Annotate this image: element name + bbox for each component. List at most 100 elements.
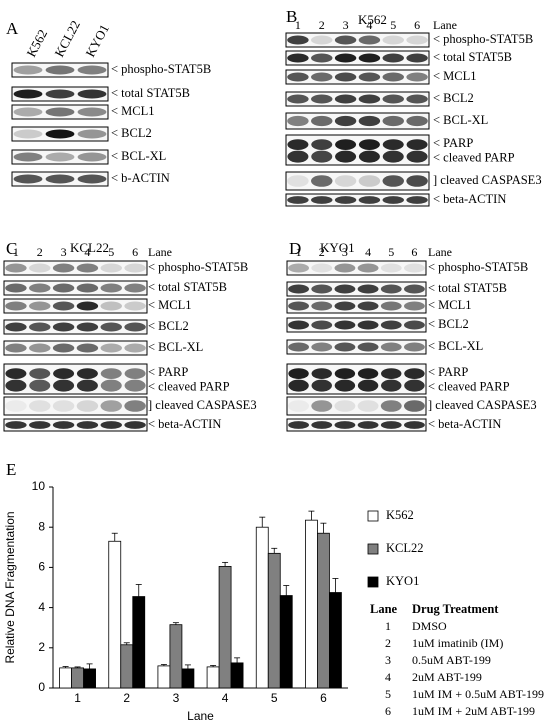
band xyxy=(403,400,425,412)
row-label: ] cleaved CASPASE3 xyxy=(148,398,257,412)
row-label: < BCL2 xyxy=(111,126,152,140)
lane-number: 3 xyxy=(61,245,67,259)
band xyxy=(53,379,75,392)
bar-kyo1 xyxy=(230,662,244,689)
y-tick-label: 8 xyxy=(38,519,45,533)
x-tick-label: 1 xyxy=(74,691,81,705)
band xyxy=(29,263,51,273)
bar-kcl22 xyxy=(218,565,232,689)
band xyxy=(13,174,43,184)
band xyxy=(334,263,356,273)
band xyxy=(5,379,27,392)
lane-header: Lane xyxy=(148,245,172,259)
band xyxy=(53,368,75,379)
blot-panel-a: A K562 KCL22 KYO1 < phospho-STAT5B < total ST… xyxy=(6,18,211,187)
lane-number: 5 xyxy=(388,245,394,259)
band xyxy=(288,400,310,412)
row-label: < beta-ACTIN xyxy=(428,417,501,431)
bar-kyo1 xyxy=(279,595,293,689)
legend-swatch xyxy=(367,510,379,522)
band xyxy=(358,53,381,63)
band xyxy=(380,284,402,294)
band xyxy=(357,284,379,294)
treatment-text: DMSO xyxy=(412,619,447,633)
band xyxy=(45,65,75,75)
band xyxy=(13,107,43,117)
row-label: < phospho-STAT5B xyxy=(111,62,211,76)
band xyxy=(311,94,333,104)
lane-number: 4 xyxy=(84,245,90,259)
bar-kcl22 xyxy=(267,552,281,689)
bar-k562 xyxy=(255,526,269,689)
panel-letter: C xyxy=(6,239,17,258)
panel-letter: E xyxy=(6,460,16,479)
band xyxy=(382,150,404,163)
y-tick-label: 6 xyxy=(38,560,45,574)
band xyxy=(76,343,99,353)
row-label: < BCL2 xyxy=(428,317,469,331)
band xyxy=(334,196,357,204)
y-tick-label: 2 xyxy=(38,640,45,654)
row-label: < phospho-STAT5B xyxy=(428,260,528,274)
band xyxy=(334,72,357,82)
band xyxy=(382,53,404,63)
band xyxy=(406,53,428,63)
band xyxy=(357,301,379,311)
blot-row: < total STAT5B xyxy=(11,86,190,102)
band xyxy=(77,174,107,184)
treatment-text: 1uM imatinib (IM) xyxy=(412,636,503,650)
band xyxy=(334,35,357,45)
band xyxy=(5,343,27,353)
treatment-header-drug: Drug Treatment xyxy=(412,602,499,616)
band xyxy=(124,400,146,412)
blot-row: < PARP< cleaved PARP xyxy=(286,363,510,395)
row-label: < cleaved PARP xyxy=(433,150,515,164)
lane-number: 2 xyxy=(37,245,43,259)
row-label: < BCL2 xyxy=(148,319,189,333)
band xyxy=(76,283,99,293)
band xyxy=(124,301,146,311)
band xyxy=(100,343,122,353)
x-tick-label: 5 xyxy=(271,691,278,705)
row-label: < BCL2 xyxy=(433,91,474,105)
band xyxy=(311,72,333,82)
treatment-lane: 4 xyxy=(385,670,391,684)
band xyxy=(311,284,333,294)
western-blot-panels: A K562 KCL22 KYO1< phospho-STAT5B< total ST… xyxy=(3,7,542,432)
band xyxy=(288,320,310,330)
lane-number: 3 xyxy=(343,18,349,32)
treatment-text: 2uM ABT-199 xyxy=(412,670,482,684)
bar-kyo1 xyxy=(83,668,96,689)
band xyxy=(357,263,379,273)
lane-number: 4 xyxy=(366,18,372,32)
band xyxy=(358,139,380,151)
panel-title: KCL22 xyxy=(70,240,109,255)
lane-number: 6 xyxy=(411,245,417,259)
band xyxy=(311,301,333,311)
lane-number: 3 xyxy=(342,245,348,259)
band xyxy=(380,301,402,311)
blot-strip xyxy=(286,363,427,395)
band xyxy=(311,139,333,151)
band xyxy=(287,94,309,104)
sample-label: KYO1 xyxy=(82,22,112,60)
row-label: ] cleaved CASPASE3 xyxy=(433,173,542,187)
band xyxy=(29,421,51,429)
band xyxy=(45,174,75,184)
row-label: < PARP xyxy=(428,365,468,379)
row-label: < BCL-XL xyxy=(433,113,488,127)
y-tick-label: 10 xyxy=(32,479,46,493)
band xyxy=(311,35,333,45)
band xyxy=(382,115,404,127)
panel-e: E 0 2 4 6 8 10 Relative DNA Fragmentation 1 2 3 4 5 6… xyxy=(3,460,544,723)
row-label: < MCL1 xyxy=(433,69,477,83)
band xyxy=(357,368,379,379)
panel-title: KYO1 xyxy=(320,240,355,255)
row-label: < PARP xyxy=(148,365,188,379)
band xyxy=(288,263,310,273)
band xyxy=(76,322,99,332)
band xyxy=(52,343,75,353)
band xyxy=(311,53,333,63)
treatment-text: 0.5uM ABT-199 xyxy=(412,653,491,667)
blot-row: < total STAT5B xyxy=(286,281,507,297)
